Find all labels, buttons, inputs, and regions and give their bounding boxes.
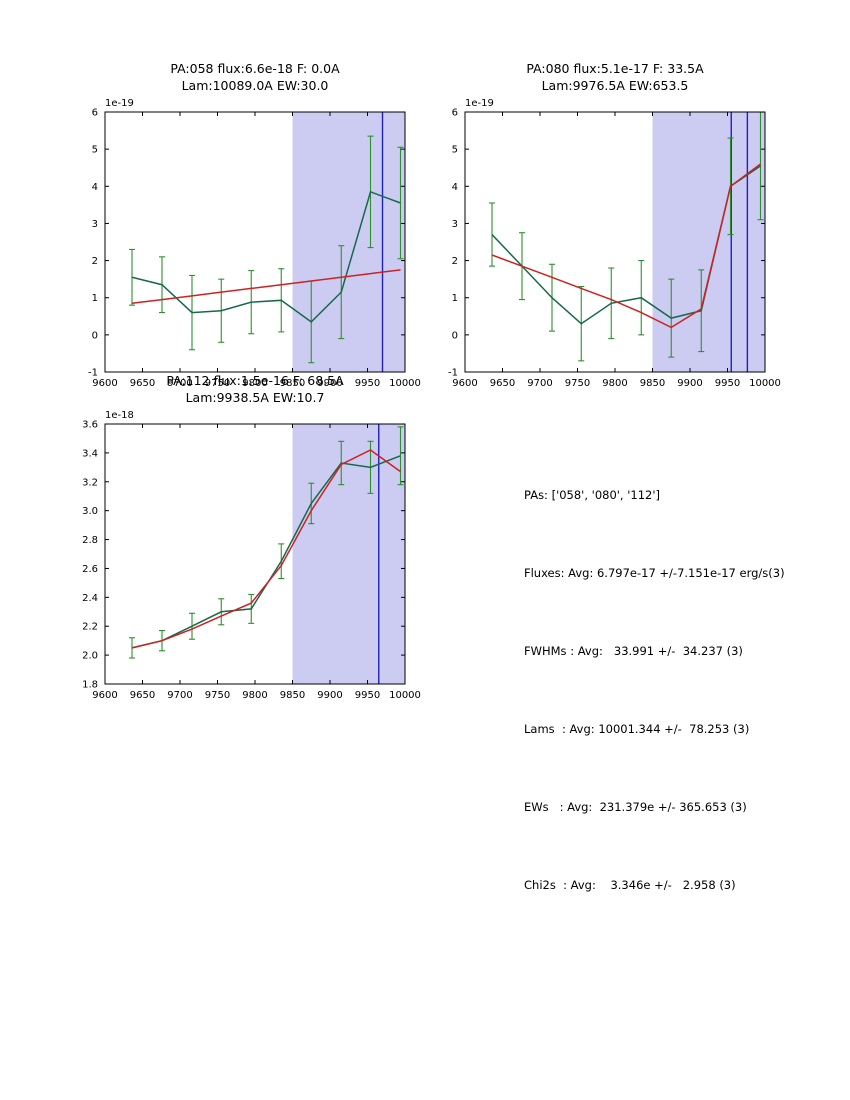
svg-text:3.4: 3.4 <box>82 448 98 459</box>
subplot-title-line2: Lam:9938.5A EW:10.7 <box>185 390 325 405</box>
subplot-title-line2: Lam:9976.5A EW:653.5 <box>541 78 689 93</box>
subplot-pa058: PA:058 flux:6.6e-18 F: 0.0A Lam:10089.0A… <box>57 60 427 394</box>
svg-text:3.2: 3.2 <box>82 477 98 488</box>
svg-text:5: 5 <box>92 145 98 156</box>
svg-text:0: 0 <box>92 330 98 341</box>
svg-text:2.4: 2.4 <box>82 593 98 604</box>
svg-text:9800: 9800 <box>242 690 267 701</box>
svg-text:1.8: 1.8 <box>82 680 98 691</box>
svg-text:9700: 9700 <box>527 378 552 389</box>
svg-text:9850: 9850 <box>280 690 305 701</box>
subplot-pa112-title: PA:112 flux:1.5e-16 F: 68.5A Lam:9938.5A… <box>105 372 405 406</box>
svg-text:1e-19: 1e-19 <box>105 98 134 109</box>
svg-text:1: 1 <box>92 293 98 304</box>
svg-text:9650: 9650 <box>130 378 155 389</box>
subplot-title-line1: PA:112 flux:1.5e-16 F: 68.5A <box>166 373 344 388</box>
svg-text:9600: 9600 <box>452 378 477 389</box>
svg-text:9750: 9750 <box>205 378 230 389</box>
svg-text:6: 6 <box>92 108 98 119</box>
svg-text:4: 4 <box>92 182 98 193</box>
svg-text:3: 3 <box>92 219 98 230</box>
svg-text:9900: 9900 <box>317 690 342 701</box>
svg-text:4: 4 <box>452 182 458 193</box>
svg-text:9950: 9950 <box>355 690 380 701</box>
svg-text:9700: 9700 <box>167 378 192 389</box>
svg-text:3.0: 3.0 <box>82 506 98 517</box>
svg-text:6: 6 <box>452 108 458 119</box>
subplot-pa080: PA:080 flux:5.1e-17 F: 33.5A Lam:9976.5A… <box>417 60 787 394</box>
summary-line-lams: Lams : Avg: 10001.344 +/- 78.253 (3) <box>524 722 750 736</box>
summary-line-ews: EWs : Avg: 231.379e +/- 365.653 (3) <box>524 800 747 814</box>
svg-text:9900: 9900 <box>677 378 702 389</box>
subplot-pa058-title: PA:058 flux:6.6e-18 F: 0.0A Lam:10089.0A… <box>105 60 405 94</box>
plot-area-pa080: 9600 9650 9700 9750 9800 9850 9900 9950 10000 -1 0… <box>448 98 781 389</box>
svg-text:1: 1 <box>452 293 458 304</box>
svg-text:10000: 10000 <box>389 378 421 389</box>
svg-text:2.0: 2.0 <box>82 651 98 662</box>
svg-text:9750: 9750 <box>205 690 230 701</box>
svg-text:2: 2 <box>452 256 458 267</box>
svg-text:3.6: 3.6 <box>82 420 98 431</box>
svg-text:2.6: 2.6 <box>82 564 98 575</box>
svg-text:9950: 9950 <box>355 378 380 389</box>
summary-line-chi2s: Chi2s : Avg: 3.346e +/- 2.958 (3) <box>524 878 736 892</box>
svg-text:9600: 9600 <box>92 690 117 701</box>
summary-line-fluxes: Fluxes: Avg: 6.797e-17 +/-7.151e-17 erg/… <box>524 566 785 580</box>
svg-text:9850: 9850 <box>640 378 665 389</box>
svg-text:9600: 9600 <box>92 378 117 389</box>
svg-text:2: 2 <box>92 256 98 267</box>
svg-text:9700: 9700 <box>167 690 192 701</box>
svg-text:-1: -1 <box>448 368 458 379</box>
svg-text:1e-18: 1e-18 <box>105 410 134 421</box>
svg-text:9950: 9950 <box>715 378 740 389</box>
svg-text:9650: 9650 <box>130 690 155 701</box>
svg-text:9800: 9800 <box>242 378 267 389</box>
svg-text:9650: 9650 <box>490 378 515 389</box>
subplot-title-line2: Lam:10089.0A EW:30.0 <box>181 78 329 93</box>
subplot-title-line1: PA:080 flux:5.1e-17 F: 33.5A <box>526 61 704 76</box>
svg-text:10000: 10000 <box>389 690 421 701</box>
summary-line-pas: PAs: ['058', '080', '112'] <box>524 488 661 502</box>
svg-text:5: 5 <box>452 145 458 156</box>
svg-text:9900: 9900 <box>317 378 342 389</box>
subplot-title-line1: PA:058 flux:6.6e-18 F: 0.0A <box>170 61 340 76</box>
svg-text:2.8: 2.8 <box>82 535 98 546</box>
svg-text:9750: 9750 <box>565 378 590 389</box>
fit-summary: PAs: ['058', '080', '112'] Fluxes: Avg: … <box>524 430 785 950</box>
svg-text:0: 0 <box>452 330 458 341</box>
svg-text:9800: 9800 <box>602 378 627 389</box>
svg-text:3: 3 <box>452 219 458 230</box>
svg-text:-1: -1 <box>88 368 98 379</box>
svg-text:9850: 9850 <box>280 378 305 389</box>
plot-area-pa058: 9600 9650 9700 9750 9800 9850 9900 9950 10000 -1 0… <box>88 98 421 389</box>
summary-line-fwhms: FWHMs : Avg: 33.991 +/- 34.237 (3) <box>524 644 743 658</box>
svg-text:10000: 10000 <box>749 378 781 389</box>
svg-text:1e-19: 1e-19 <box>465 98 494 109</box>
subplot-pa112: PA:112 flux:1.5e-16 F: 68.5A Lam:9938.5A… <box>57 372 427 706</box>
subplot-pa080-title: PA:080 flux:5.1e-17 F: 33.5A Lam:9976.5A… <box>465 60 765 94</box>
svg-text:2.2: 2.2 <box>82 622 98 633</box>
plot-area-pa112: 9600 9650 9700 9750 9800 9850 9900 9950 10000 1.8… <box>82 410 421 701</box>
